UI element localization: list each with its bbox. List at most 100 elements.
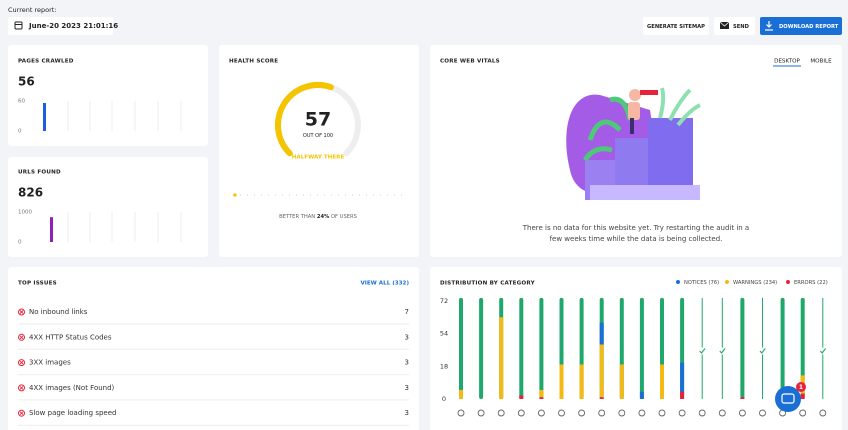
card-title: DISTRIBUTION BY CATEGORY — [440, 281, 536, 287]
warnings-segment — [539, 389, 544, 398]
health-status: HALFWAY THERE — [292, 155, 345, 161]
send-button[interactable] — [714, 17, 755, 35]
legend-swatch — [676, 280, 680, 284]
category-icon — [497, 409, 505, 417]
category-icon — [578, 409, 586, 417]
issue-icon — [18, 308, 25, 316]
card-title: PAGES CRAWLED — [18, 59, 74, 65]
passed-bar — [539, 297, 544, 399]
issue-icon-x — [19, 360, 24, 365]
y-tick-label: 0 — [442, 395, 446, 403]
footer-highlight: 24% — [317, 214, 330, 220]
issue-icon — [18, 359, 25, 367]
tab[interactable]: DESKTOP — [774, 59, 800, 65]
issue-count: 3 — [405, 409, 409, 417]
passed-bar — [800, 297, 805, 399]
health-value: 57 — [305, 109, 331, 131]
gauge-fill — [275, 82, 334, 157]
issue-icon — [18, 384, 25, 392]
notices-segment — [639, 391, 644, 399]
card-title: URLS FOUND — [18, 170, 61, 176]
sitemap-button[interactable] — [643, 17, 709, 35]
errors-segment — [680, 391, 685, 399]
legend-label: WARNINGS (234) — [733, 280, 777, 286]
issue-count: 3 — [405, 359, 409, 367]
errors-segment — [740, 397, 745, 399]
errors-segment — [539, 397, 544, 399]
chat-button[interactable] — [775, 386, 801, 412]
legend-swatch — [725, 280, 729, 284]
y-tick-label: 0 — [18, 240, 22, 246]
warnings-segment — [559, 364, 564, 399]
chat-badge — [796, 382, 806, 392]
warnings-segment — [459, 389, 463, 399]
category-icon — [638, 409, 646, 417]
category-icon — [598, 409, 606, 417]
report-label: Current report: — [8, 6, 57, 14]
footer-suffix: OF USERS — [331, 214, 357, 220]
warnings-segment — [660, 364, 664, 399]
chat-badge-count: 1 — [799, 384, 803, 391]
bar — [43, 103, 46, 131]
health-footer: BETTER THAN 24% OF USERS — [279, 214, 357, 220]
category-icon — [718, 409, 726, 417]
y-tick-label: 0 — [18, 129, 22, 135]
notices-segment — [599, 322, 604, 345]
passed-bar — [459, 297, 463, 399]
category-icon — [678, 409, 686, 417]
notices-segment — [680, 362, 685, 392]
mail-icon-flap — [719, 21, 730, 27]
score-marker — [233, 193, 237, 197]
report-date: June-20 2023 21:01:16 — [28, 22, 118, 30]
legend-swatch — [786, 280, 790, 284]
card — [430, 267, 842, 430]
calendar-icon — [14, 21, 23, 30]
legend-label: ERRORS (22) — [794, 280, 828, 286]
y-tick-label: 60 — [18, 99, 25, 105]
category-icon — [457, 409, 465, 417]
issue-label: 3XX images — [29, 359, 71, 367]
health-max-value: 100 — [324, 133, 334, 139]
check-mark — [819, 348, 827, 354]
issue-icon-x — [19, 335, 24, 340]
passed-bar — [780, 297, 785, 399]
passed-bar — [740, 297, 745, 399]
y-tick-label: 1000 — [18, 210, 32, 216]
warnings-segment — [599, 344, 604, 398]
card-title: TOP ISSUES — [18, 281, 57, 287]
warnings-segment — [619, 364, 624, 399]
view-all-link[interactable]: VIEW ALL (332) — [360, 281, 409, 287]
health-max: OUT OF 100 — [303, 133, 333, 139]
category-icon — [658, 409, 666, 417]
bar — [50, 217, 53, 242]
issue-count: 3 — [405, 333, 409, 341]
tab[interactable]: MOBILE — [810, 59, 832, 65]
category-icon — [477, 409, 485, 417]
button-label: GENERATE SITEMAP — [647, 24, 705, 30]
category-icon — [738, 409, 746, 417]
passed-bar — [479, 297, 484, 399]
chat-icon — [781, 393, 795, 404]
cwv-message: few weeks time while the data is being c… — [550, 235, 723, 243]
category-icon — [759, 409, 766, 417]
category-icon — [618, 409, 626, 417]
date-box[interactable] — [8, 17, 113, 35]
issue-icon-x — [19, 386, 24, 390]
category-icon — [799, 409, 807, 417]
issue-count: 7 — [405, 308, 409, 316]
check-mark — [699, 348, 706, 354]
issue-icon-x — [19, 310, 24, 314]
download-button[interactable] — [760, 17, 842, 35]
card — [219, 45, 419, 257]
issue-icon — [18, 409, 25, 417]
card-title: HEALTH SCORE — [229, 59, 278, 65]
download-icon — [765, 21, 773, 31]
check-mark — [759, 348, 766, 354]
issue-label: No inbound links — [29, 308, 88, 316]
metric-value: 826 — [18, 186, 43, 200]
card — [8, 267, 419, 430]
category-icon — [537, 409, 545, 417]
y-tick-label: 72 — [440, 297, 448, 305]
category-icon — [517, 409, 525, 417]
